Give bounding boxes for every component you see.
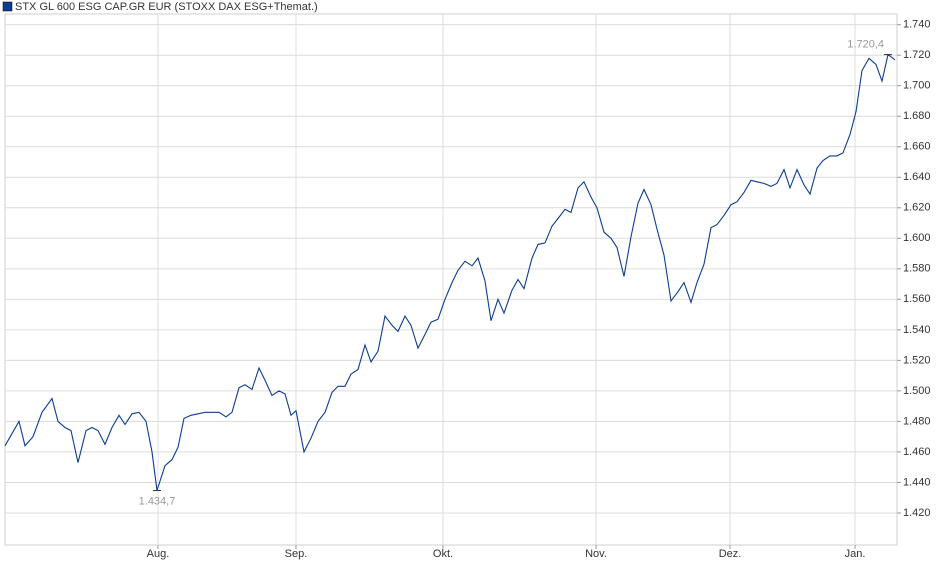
- annotation-label: 1.720,4: [847, 38, 884, 50]
- y-tick-label: 1.500: [903, 385, 931, 397]
- y-tick-label: 1.540: [903, 324, 931, 336]
- x-tick-label: Sep.: [285, 548, 308, 560]
- y-tick-label: 1.680: [903, 110, 931, 122]
- x-tick-label: Dez.: [719, 548, 742, 560]
- y-tick-label: 1.640: [903, 171, 931, 183]
- y-tick-label: 1.700: [903, 80, 931, 92]
- plot-area: [4, 13, 898, 546]
- x-tick-label: Okt.: [433, 548, 453, 560]
- y-tick-label: 1.560: [903, 293, 931, 305]
- legend-label: STX GL 600 ESG CAP.GR EUR (STOXX DAX ESG…: [15, 1, 318, 13]
- x-tick-label: Jan.: [845, 548, 866, 560]
- y-tick-label: 1.740: [903, 19, 931, 31]
- legend-swatch: [2, 1, 13, 12]
- y-tick-label: 1.480: [903, 415, 931, 427]
- y-tick-label: 1.520: [903, 354, 931, 366]
- y-tick-label: 1.420: [903, 507, 931, 519]
- x-tick-label: Aug.: [147, 548, 170, 560]
- y-tick-label: 1.620: [903, 202, 931, 214]
- y-tick-label: 1.720: [903, 49, 931, 61]
- y-tick-label: 1.440: [903, 476, 931, 488]
- annotation-label: 1.434,7: [139, 495, 176, 507]
- y-tick-label: 1.580: [903, 263, 931, 275]
- x-tick-label: Nov.: [585, 548, 607, 560]
- y-tick-label: 1.660: [903, 141, 931, 153]
- y-tick-label: 1.460: [903, 446, 931, 458]
- y-tick-label: 1.600: [903, 232, 931, 244]
- data-line: [4, 53, 896, 491]
